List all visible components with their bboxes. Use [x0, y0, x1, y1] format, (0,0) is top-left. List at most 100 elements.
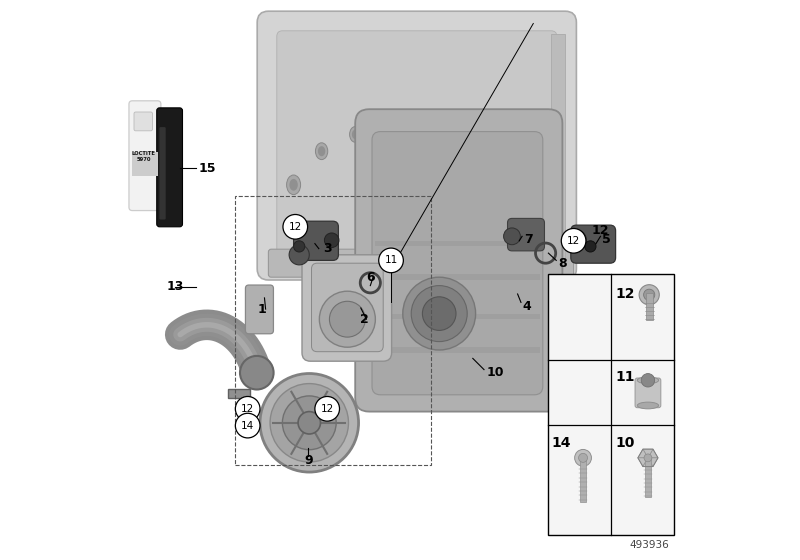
Text: 10: 10 [616, 436, 635, 450]
Polygon shape [648, 449, 658, 458]
Circle shape [289, 245, 310, 265]
Bar [374, 274, 540, 280]
Bar [580, 457, 586, 502]
Text: 6: 6 [366, 270, 375, 284]
Circle shape [283, 214, 308, 239]
Ellipse shape [352, 130, 358, 139]
Circle shape [566, 230, 586, 250]
Text: 3: 3 [323, 242, 332, 255]
Bar [374, 241, 540, 246]
FancyBboxPatch shape [159, 127, 166, 220]
Ellipse shape [638, 377, 658, 384]
Circle shape [270, 384, 349, 462]
Text: 4: 4 [522, 300, 531, 313]
Ellipse shape [491, 165, 499, 176]
Text: 11: 11 [385, 255, 398, 265]
FancyBboxPatch shape [311, 263, 383, 352]
Ellipse shape [489, 161, 502, 180]
Ellipse shape [286, 175, 301, 194]
Ellipse shape [389, 122, 400, 137]
FancyBboxPatch shape [277, 31, 557, 266]
FancyBboxPatch shape [157, 108, 182, 227]
Bar [132, 152, 158, 175]
Circle shape [315, 396, 339, 421]
Text: 14: 14 [552, 436, 571, 450]
Text: LOCTITE
5970: LOCTITE 5970 [132, 151, 156, 162]
Ellipse shape [315, 143, 328, 160]
Circle shape [325, 233, 339, 248]
Circle shape [260, 374, 358, 472]
Circle shape [240, 356, 274, 390]
Text: 2: 2 [360, 312, 369, 326]
Text: 15: 15 [198, 161, 216, 175]
Circle shape [642, 374, 654, 387]
FancyBboxPatch shape [507, 218, 545, 251]
Circle shape [639, 284, 659, 305]
Ellipse shape [290, 179, 298, 190]
Bar [374, 314, 540, 319]
Circle shape [574, 450, 591, 466]
Ellipse shape [350, 127, 361, 142]
Bar [227, 389, 250, 398]
Text: 1: 1 [258, 302, 266, 316]
Text: 10: 10 [486, 366, 504, 379]
Text: 5: 5 [602, 233, 610, 246]
Circle shape [578, 454, 587, 463]
Ellipse shape [461, 146, 468, 156]
Polygon shape [643, 449, 653, 458]
Text: 11: 11 [616, 370, 635, 384]
Circle shape [294, 241, 305, 252]
Circle shape [562, 228, 586, 253]
Circle shape [422, 297, 456, 330]
FancyBboxPatch shape [269, 249, 574, 277]
FancyBboxPatch shape [246, 285, 274, 334]
Text: 7: 7 [524, 232, 533, 246]
FancyBboxPatch shape [635, 378, 661, 408]
Text: 8: 8 [558, 256, 566, 270]
Ellipse shape [426, 130, 436, 144]
FancyBboxPatch shape [355, 109, 562, 412]
FancyBboxPatch shape [294, 221, 338, 260]
Circle shape [403, 277, 475, 350]
Circle shape [298, 412, 321, 434]
Circle shape [319, 291, 375, 347]
Polygon shape [638, 449, 648, 458]
Text: 493936: 493936 [629, 540, 669, 550]
FancyBboxPatch shape [258, 11, 577, 280]
Ellipse shape [391, 124, 398, 133]
Ellipse shape [458, 143, 470, 160]
Circle shape [504, 228, 520, 245]
Circle shape [644, 454, 652, 462]
Circle shape [411, 286, 467, 342]
Bar [551, 34, 565, 258]
FancyBboxPatch shape [129, 101, 161, 211]
Bar [645, 457, 651, 497]
Text: 12: 12 [289, 222, 302, 232]
Circle shape [282, 396, 336, 450]
Ellipse shape [638, 402, 658, 409]
Text: 9: 9 [305, 454, 314, 467]
Bar [374, 347, 540, 353]
Circle shape [378, 248, 403, 273]
FancyBboxPatch shape [372, 132, 543, 395]
Bar [235, 196, 431, 465]
FancyBboxPatch shape [134, 112, 153, 131]
Circle shape [330, 301, 366, 337]
Polygon shape [638, 458, 648, 466]
Text: 12: 12 [321, 404, 334, 414]
FancyBboxPatch shape [302, 255, 392, 361]
Polygon shape [643, 458, 653, 466]
Circle shape [235, 396, 260, 421]
Bar [646, 293, 653, 320]
Circle shape [235, 413, 260, 438]
Circle shape [585, 241, 596, 252]
Circle shape [643, 289, 654, 300]
Polygon shape [648, 458, 658, 466]
Ellipse shape [318, 146, 326, 156]
Bar [549, 274, 674, 535]
Ellipse shape [428, 133, 434, 142]
Text: 12: 12 [591, 224, 609, 237]
Text: 12: 12 [567, 236, 580, 246]
Text: 13: 13 [166, 280, 184, 293]
FancyBboxPatch shape [570, 225, 616, 263]
